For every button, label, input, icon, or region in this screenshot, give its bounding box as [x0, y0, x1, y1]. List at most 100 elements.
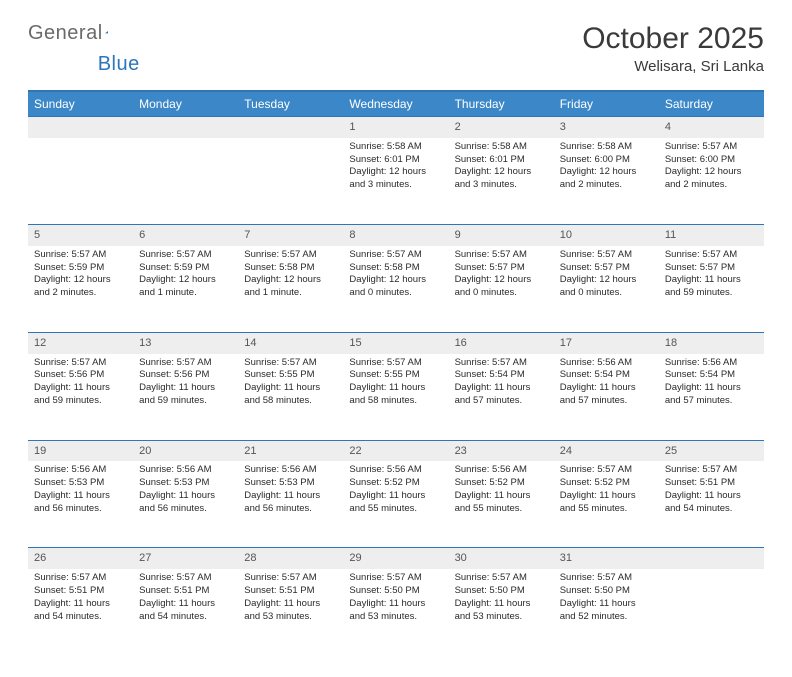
day-number: 19: [28, 441, 133, 462]
day-body: Sunrise: 5:57 AMSunset: 5:59 PMDaylight:…: [133, 246, 238, 306]
day-body: Sunrise: 5:57 AMSunset: 5:50 PMDaylight:…: [554, 569, 659, 629]
day-number-cell: 3: [554, 117, 659, 138]
sunset-line: Sunset: 5:51 PM: [665, 477, 758, 490]
week-daynum-row: 12131415161718: [28, 332, 764, 353]
sunrise-line: Sunrise: 5:56 AM: [139, 464, 232, 477]
day-body: Sunrise: 5:57 AMSunset: 5:57 PMDaylight:…: [659, 246, 764, 306]
day-number-cell: 15: [343, 332, 448, 353]
logo: General: [28, 22, 125, 45]
sunset-line: Sunset: 5:54 PM: [560, 369, 653, 382]
day-number: 28: [238, 548, 343, 569]
daylight-line: Daylight: 12 hours and 2 minutes.: [665, 166, 758, 192]
day-number: 30: [449, 548, 554, 569]
day-header: Monday: [133, 91, 238, 117]
daylight-line: Daylight: 11 hours and 57 minutes.: [455, 382, 548, 408]
day-number-cell: 18: [659, 332, 764, 353]
daylight-line: Daylight: 12 hours and 2 minutes.: [34, 274, 127, 300]
sunset-line: Sunset: 5:56 PM: [34, 369, 127, 382]
daylight-line: Daylight: 11 hours and 57 minutes.: [560, 382, 653, 408]
daylight-line: Daylight: 12 hours and 1 minute.: [139, 274, 232, 300]
daylight-line: Daylight: 11 hours and 59 minutes.: [665, 274, 758, 300]
day-cell: Sunrise: 5:56 AMSunset: 5:53 PMDaylight:…: [28, 461, 133, 548]
sunrise-line: Sunrise: 5:57 AM: [244, 249, 337, 262]
sunset-line: Sunset: 5:54 PM: [455, 369, 548, 382]
day-body: Sunrise: 5:57 AMSunset: 6:00 PMDaylight:…: [659, 138, 764, 198]
day-cell: Sunrise: 5:57 AMSunset: 5:50 PMDaylight:…: [554, 569, 659, 655]
sunrise-line: Sunrise: 5:57 AM: [349, 572, 442, 585]
day-body: Sunrise: 5:57 AMSunset: 5:50 PMDaylight:…: [343, 569, 448, 629]
sunrise-line: Sunrise: 5:56 AM: [560, 357, 653, 370]
day-number-cell: [28, 117, 133, 138]
day-number-cell: 20: [133, 440, 238, 461]
sunrise-line: Sunrise: 5:57 AM: [34, 572, 127, 585]
day-cell: Sunrise: 5:56 AMSunset: 5:54 PMDaylight:…: [554, 354, 659, 441]
day-number-cell: [133, 117, 238, 138]
day-number-cell: 19: [28, 440, 133, 461]
day-number: [238, 117, 343, 138]
daylight-line: Daylight: 11 hours and 56 minutes.: [244, 490, 337, 516]
sunset-line: Sunset: 5:58 PM: [244, 262, 337, 275]
day-number: 17: [554, 333, 659, 354]
day-cell: Sunrise: 5:57 AMSunset: 5:55 PMDaylight:…: [343, 354, 448, 441]
day-body: Sunrise: 5:56 AMSunset: 5:54 PMDaylight:…: [659, 354, 764, 414]
daylight-line: Daylight: 12 hours and 2 minutes.: [560, 166, 653, 192]
daylight-line: Daylight: 11 hours and 59 minutes.: [139, 382, 232, 408]
sunrise-line: Sunrise: 5:58 AM: [455, 141, 548, 154]
daylight-line: Daylight: 12 hours and 3 minutes.: [349, 166, 442, 192]
day-cell: [238, 138, 343, 225]
day-cell: Sunrise: 5:57 AMSunset: 5:51 PMDaylight:…: [133, 569, 238, 655]
day-number: 29: [343, 548, 448, 569]
day-cell: Sunrise: 5:57 AMSunset: 5:57 PMDaylight:…: [554, 246, 659, 333]
day-cell: Sunrise: 5:57 AMSunset: 5:58 PMDaylight:…: [238, 246, 343, 333]
daylight-line: Daylight: 11 hours and 56 minutes.: [139, 490, 232, 516]
sunset-line: Sunset: 5:51 PM: [244, 585, 337, 598]
day-number: 8: [343, 225, 448, 246]
sunrise-line: Sunrise: 5:58 AM: [349, 141, 442, 154]
day-number-cell: 14: [238, 332, 343, 353]
day-body: Sunrise: 5:57 AMSunset: 5:57 PMDaylight:…: [554, 246, 659, 306]
sunset-line: Sunset: 6:01 PM: [349, 154, 442, 167]
sunset-line: Sunset: 6:00 PM: [560, 154, 653, 167]
day-cell: Sunrise: 5:57 AMSunset: 5:51 PMDaylight:…: [659, 461, 764, 548]
day-header: Saturday: [659, 91, 764, 117]
day-number: 15: [343, 333, 448, 354]
day-number-cell: 5: [28, 224, 133, 245]
day-number-cell: 12: [28, 332, 133, 353]
sunrise-line: Sunrise: 5:57 AM: [455, 572, 548, 585]
day-body: Sunrise: 5:57 AMSunset: 5:54 PMDaylight:…: [449, 354, 554, 414]
sunset-line: Sunset: 5:56 PM: [139, 369, 232, 382]
daylight-line: Daylight: 11 hours and 58 minutes.: [349, 382, 442, 408]
week-body-row: Sunrise: 5:57 AMSunset: 5:59 PMDaylight:…: [28, 246, 764, 333]
sunrise-line: Sunrise: 5:58 AM: [560, 141, 653, 154]
day-cell: Sunrise: 5:57 AMSunset: 5:51 PMDaylight:…: [238, 569, 343, 655]
daylight-line: Daylight: 11 hours and 55 minutes.: [560, 490, 653, 516]
day-number: 20: [133, 441, 238, 462]
daylight-line: Daylight: 11 hours and 54 minutes.: [34, 598, 127, 624]
day-header: Wednesday: [343, 91, 448, 117]
sunrise-line: Sunrise: 5:57 AM: [455, 357, 548, 370]
day-body: Sunrise: 5:56 AMSunset: 5:52 PMDaylight:…: [449, 461, 554, 521]
day-number-cell: 6: [133, 224, 238, 245]
sunset-line: Sunset: 5:50 PM: [349, 585, 442, 598]
day-cell: Sunrise: 5:57 AMSunset: 5:58 PMDaylight:…: [343, 246, 448, 333]
sunset-line: Sunset: 5:53 PM: [244, 477, 337, 490]
sunrise-line: Sunrise: 5:57 AM: [34, 357, 127, 370]
sunset-line: Sunset: 5:59 PM: [139, 262, 232, 275]
day-cell: Sunrise: 5:57 AMSunset: 5:56 PMDaylight:…: [133, 354, 238, 441]
sunrise-line: Sunrise: 5:56 AM: [349, 464, 442, 477]
day-number: [28, 117, 133, 138]
day-cell: Sunrise: 5:57 AMSunset: 5:57 PMDaylight:…: [659, 246, 764, 333]
day-cell: Sunrise: 5:56 AMSunset: 5:52 PMDaylight:…: [343, 461, 448, 548]
sunrise-line: Sunrise: 5:56 AM: [34, 464, 127, 477]
sunrise-line: Sunrise: 5:56 AM: [244, 464, 337, 477]
daylight-line: Daylight: 12 hours and 0 minutes.: [560, 274, 653, 300]
daylight-line: Daylight: 11 hours and 53 minutes.: [349, 598, 442, 624]
day-number: [659, 548, 764, 569]
title-block: October 2025 Welisara, Sri Lanka: [582, 22, 764, 75]
sunset-line: Sunset: 5:57 PM: [560, 262, 653, 275]
day-body: Sunrise: 5:57 AMSunset: 5:55 PMDaylight:…: [343, 354, 448, 414]
day-body: Sunrise: 5:57 AMSunset: 5:51 PMDaylight:…: [133, 569, 238, 629]
week-daynum-row: 567891011: [28, 224, 764, 245]
day-body: Sunrise: 5:56 AMSunset: 5:53 PMDaylight:…: [133, 461, 238, 521]
sunrise-line: Sunrise: 5:57 AM: [34, 249, 127, 262]
